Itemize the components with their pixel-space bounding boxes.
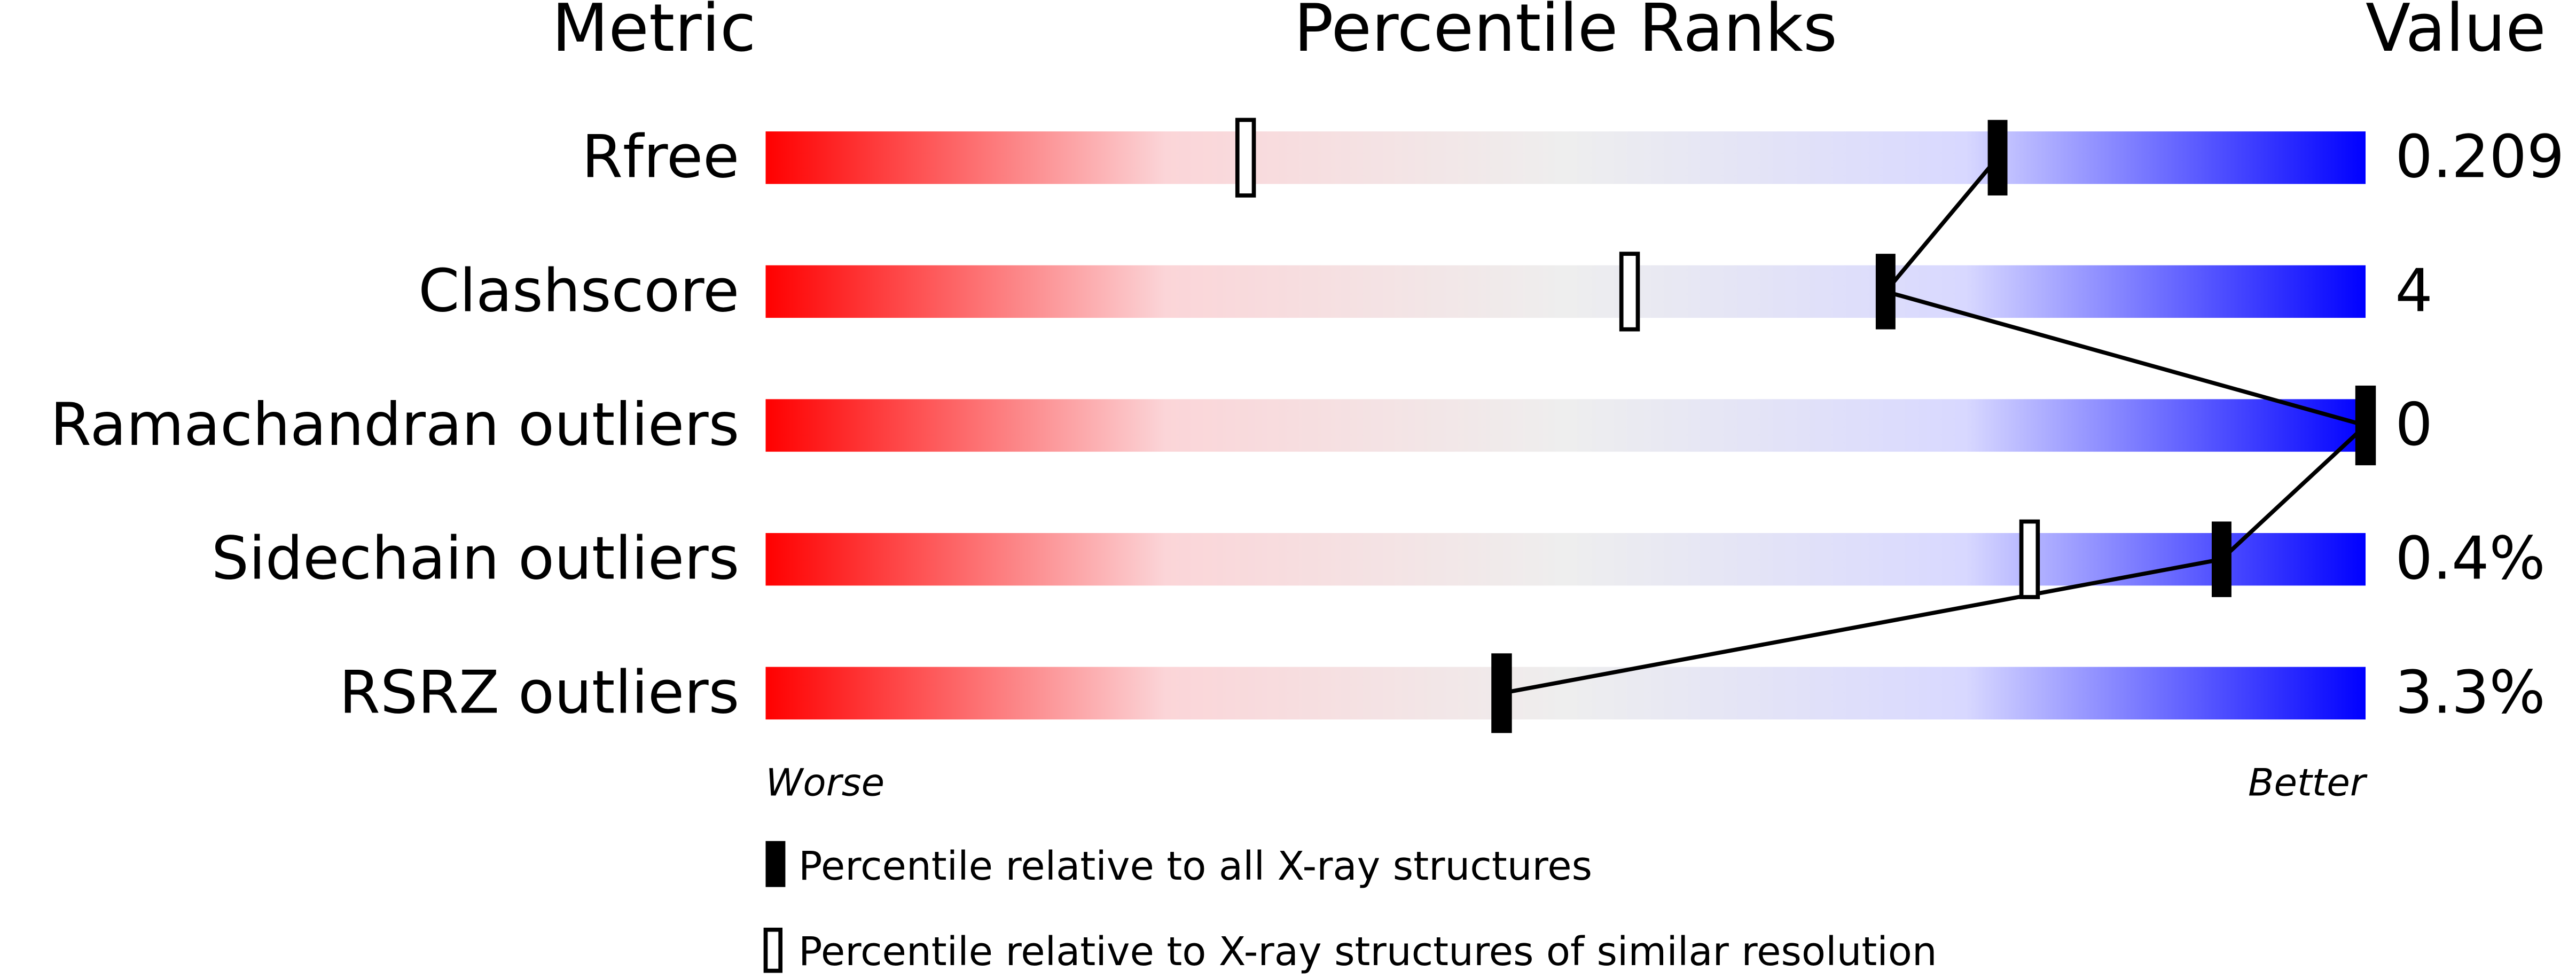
- axis-label-worse: Worse: [765, 761, 884, 805]
- metric-value: 0.209: [2395, 123, 2564, 192]
- metric-label: RSRZ outliers: [339, 658, 739, 727]
- header-value: Value: [2366, 0, 2546, 67]
- percentile-bar: [765, 533, 2366, 586]
- metric-label: Ramachandran outliers: [50, 390, 739, 459]
- percentile-bar: [765, 131, 2366, 184]
- legend-label: Percentile relative to X-ray structures …: [798, 929, 1937, 975]
- header-percentile: Percentile Ranks: [1294, 0, 1837, 67]
- marker-all: [2211, 521, 2232, 597]
- marker-all: [1875, 254, 1896, 330]
- marker-all: [2355, 387, 2376, 464]
- metric-label: Rfree: [582, 123, 739, 192]
- marker-similar: [2019, 519, 2040, 599]
- legend-swatch-all: [765, 841, 786, 887]
- marker-similar: [1619, 252, 1640, 332]
- marker-all: [1491, 655, 1512, 731]
- legend-swatch-similar: [763, 927, 783, 973]
- marker-similar: [1235, 118, 1256, 198]
- percentile-bar: [765, 265, 2366, 318]
- metric-label: Clashscore: [418, 256, 739, 325]
- percentile-bar: [765, 667, 2366, 720]
- metric-value: 3.3%: [2395, 658, 2545, 727]
- metric-value: 0.4%: [2395, 524, 2545, 593]
- percentile-bar: [765, 399, 2366, 452]
- metric-value: 0: [2395, 390, 2432, 459]
- legend-label: Percentile relative to all X-ray structu…: [798, 843, 1592, 889]
- metric-label: Sidechain outliers: [212, 524, 740, 593]
- metric-value: 4: [2395, 256, 2432, 325]
- axis-label-better: Better: [2248, 761, 2368, 805]
- marker-all: [1987, 120, 2008, 195]
- header-metric: Metric: [552, 0, 756, 67]
